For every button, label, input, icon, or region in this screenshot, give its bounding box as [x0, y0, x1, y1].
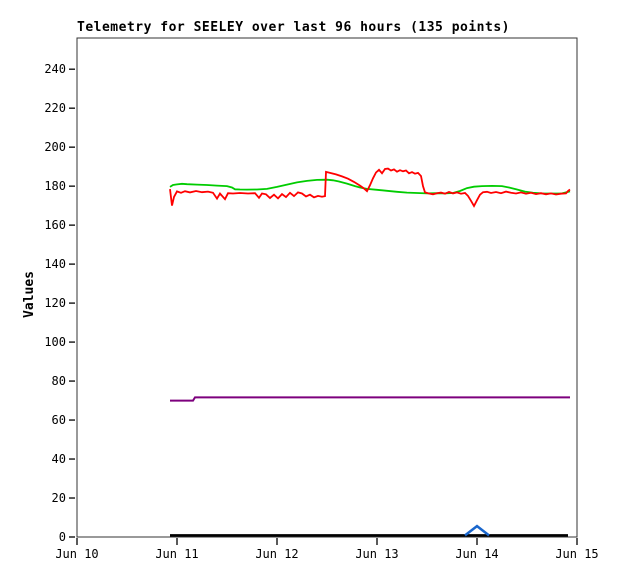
y-tick-label: 220 — [44, 101, 66, 115]
x-tick-label: Jun 13 — [355, 547, 398, 561]
y-tick-label: 240 — [44, 62, 66, 76]
series-blue-line — [464, 524, 490, 537]
x-tick-label: Jun 15 — [555, 547, 598, 561]
y-tick-label: 0 — [59, 530, 66, 544]
plot-frame — [76, 37, 578, 538]
x-tick-label: Jun 10 — [55, 547, 98, 561]
y-tick-label: 200 — [44, 140, 66, 154]
y-tick-label: 180 — [44, 179, 66, 193]
chart-title: Telemetry for SEELEY over last 96 hours … — [77, 20, 510, 35]
y-tick-label: 80 — [52, 374, 66, 388]
series-red-line — [169, 167, 571, 208]
x-tick-label: Jun 12 — [255, 547, 298, 561]
y-tick-label: 20 — [52, 491, 66, 505]
series-green-line — [169, 178, 571, 195]
y-tick-label: 60 — [52, 413, 66, 427]
y-tick-label: 140 — [44, 257, 66, 271]
y-tick-label: 100 — [44, 335, 66, 349]
y-tick-label: 120 — [44, 296, 66, 310]
x-tick-label: Jun 11 — [155, 547, 198, 561]
y-tick-label: 160 — [44, 218, 66, 232]
y-tick-label: 40 — [52, 452, 66, 466]
x-tick-label: Jun 14 — [455, 547, 498, 561]
series-purple-line — [170, 396, 570, 402]
